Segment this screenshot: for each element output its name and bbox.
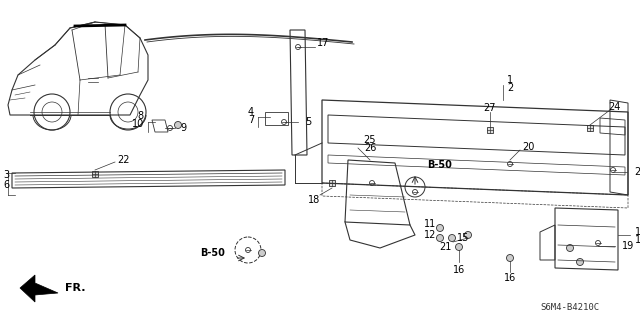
Text: 15: 15	[457, 233, 469, 243]
Text: 21: 21	[439, 242, 451, 252]
Text: 16: 16	[453, 265, 465, 275]
Circle shape	[436, 234, 444, 241]
Circle shape	[577, 258, 584, 265]
Circle shape	[566, 244, 573, 251]
Text: 25: 25	[364, 135, 376, 145]
Text: 4: 4	[248, 107, 254, 117]
Circle shape	[449, 234, 456, 241]
Text: 2: 2	[507, 83, 513, 93]
Text: 26: 26	[364, 143, 376, 153]
Text: 17: 17	[317, 38, 329, 48]
Text: 16: 16	[504, 273, 516, 283]
Text: 20: 20	[522, 142, 534, 152]
Text: 7: 7	[248, 115, 254, 125]
Text: 10: 10	[132, 119, 144, 129]
Bar	[92, 171, 98, 177]
Text: 5: 5	[305, 117, 311, 127]
Circle shape	[175, 122, 182, 129]
Text: 1: 1	[507, 75, 513, 85]
Text: B-50: B-50	[428, 160, 452, 170]
Text: 19: 19	[622, 241, 634, 251]
Circle shape	[259, 249, 266, 256]
Text: 3: 3	[3, 170, 9, 180]
Text: 27: 27	[484, 103, 496, 113]
Text: 9: 9	[180, 123, 186, 133]
Bar	[329, 180, 335, 186]
Text: 12: 12	[424, 230, 436, 240]
Polygon shape	[20, 275, 58, 302]
Text: B-50: B-50	[200, 248, 225, 258]
Circle shape	[465, 232, 472, 239]
Circle shape	[456, 243, 463, 250]
Bar	[487, 127, 493, 133]
Text: 14: 14	[635, 235, 640, 245]
Text: 23: 23	[634, 167, 640, 177]
Bar	[587, 125, 593, 131]
Text: 13: 13	[635, 227, 640, 237]
Text: 11: 11	[424, 219, 436, 229]
Text: 18: 18	[308, 195, 320, 205]
Text: FR.: FR.	[65, 283, 86, 293]
Text: 22: 22	[116, 155, 129, 165]
Circle shape	[506, 255, 513, 262]
Text: 24: 24	[608, 102, 620, 112]
Text: 8: 8	[137, 111, 143, 121]
Circle shape	[436, 225, 444, 232]
Text: S6M4-B4210C: S6M4-B4210C	[540, 303, 599, 313]
Text: 6: 6	[3, 180, 9, 190]
